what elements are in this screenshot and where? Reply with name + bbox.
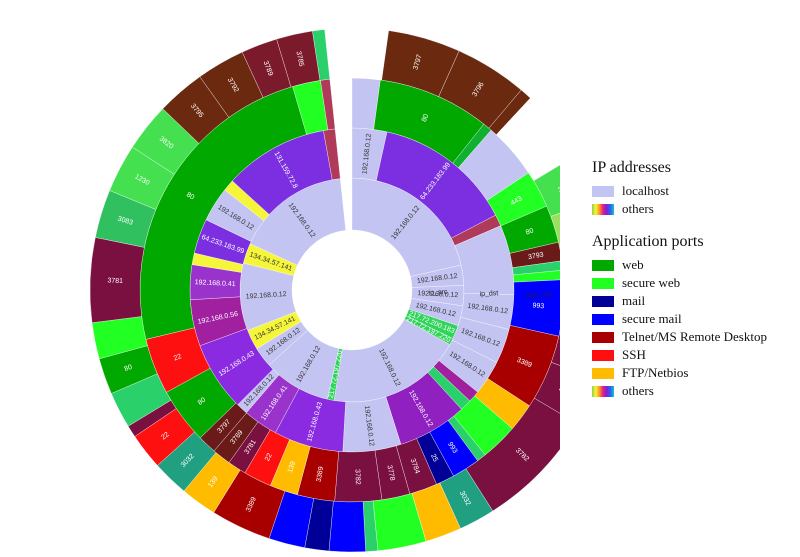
ring3-label-28: 80: [185, 191, 195, 201]
ring4-segment-7: [550, 212, 560, 251]
legend-port-label: Telnet/MS Remote Desktop: [622, 329, 767, 344]
ring4-label-38: 3785: [294, 51, 304, 68]
legend-port-item: others: [592, 382, 797, 400]
ring3-label-27: 22: [173, 353, 183, 362]
legend-ip-items: localhost others: [592, 182, 797, 218]
ring4-label-6: 3819: [557, 181, 560, 194]
sunburst-chart: 192.168.0.12 192.168.0.12 192.168.0.12 192.…: [89, 27, 560, 553]
column-label-ip-src: ip_src: [428, 289, 448, 297]
legend-port-swatch: [592, 295, 614, 307]
legend-port-label: SSH: [622, 347, 646, 362]
ring3-label-20: 3389: [316, 466, 326, 483]
legend-ip-title: IP addresses: [592, 159, 671, 176]
ring3-label-18: 3778: [385, 465, 395, 482]
ring3-label-17: 3784: [409, 458, 421, 475]
ring3-label-16: 25: [429, 453, 439, 463]
ring2-label-1: 192.168.0.12: [362, 133, 373, 174]
legend-port-swatch: [592, 277, 614, 289]
legend-port-label: others: [622, 383, 654, 398]
ring3-label-2: 80: [421, 113, 431, 123]
ring3-label-6: 80: [525, 227, 535, 236]
ring4-label-26: 22: [160, 431, 171, 441]
legend-ip-swatch: [592, 185, 614, 197]
ring3-label-10: 993: [532, 302, 544, 310]
ring4-label-31: 3781: [107, 277, 123, 285]
legend-port-item: FTP/Netbios: [592, 364, 797, 382]
ring4-segment-13: [551, 329, 560, 366]
legend-port-label: web: [622, 257, 644, 272]
legend-port-item: web: [592, 256, 797, 274]
column-label-port-src: port_src: [526, 291, 552, 299]
legend-port-item: SSH: [592, 346, 797, 364]
legend-ip-swatch: [592, 203, 614, 215]
legend-port-item: secure mail: [592, 310, 797, 328]
ring3-label-26: 80: [197, 396, 208, 406]
legend-port-item: Telnet/MS Remote Desktop: [592, 328, 797, 346]
legend-ip-item: localhost: [592, 182, 797, 200]
legend-port-label: FTP/Netbios: [622, 365, 689, 380]
legend-port-swatch: [592, 349, 614, 361]
ring1-label-12: 192.168.0.12: [246, 291, 287, 301]
legend-port-item: secure web: [592, 274, 797, 292]
ring3-label-5: 443: [510, 195, 524, 207]
legend-port-swatch: [592, 259, 614, 271]
legend-ip-label: localhost: [622, 183, 669, 198]
legend-port-swatch: [592, 331, 614, 343]
ring3-label-19: 3782: [354, 469, 361, 485]
legend-port-label: secure mail: [622, 311, 682, 326]
ring2-label-17: 192.168.0.41: [195, 279, 236, 288]
sunburst-rings: 192.168.0.12 192.168.0.12 192.168.0.12 192.…: [89, 27, 560, 553]
legend-port-swatch: [592, 367, 614, 379]
legend: IP addresses localhost others Application…: [592, 158, 797, 400]
column-label-ip-dst: ip_dst: [479, 290, 498, 298]
ring4-segment-39: [312, 29, 331, 81]
ring4-label-32: 3083: [117, 216, 134, 227]
ring4-segment-20: [328, 500, 366, 553]
ring3-label-7: 3793: [528, 251, 545, 261]
legend-port-title: Application ports: [592, 233, 704, 250]
legend-port-label: mail: [622, 293, 646, 308]
legend-port-label: secure web: [622, 275, 681, 290]
ring4-label-29: 80: [124, 364, 134, 373]
legend-port-swatch: [592, 313, 614, 325]
ring4-label-2: 3797: [412, 54, 423, 71]
legend-ip-item: others: [592, 200, 797, 218]
ring1-label-3: 192.168.0.12: [417, 290, 458, 299]
legend-port-swatch: [592, 385, 614, 397]
ring4-label-14: 3178: [558, 385, 560, 398]
legend-ip-label: others: [622, 201, 654, 216]
ring3-label-21: 139: [287, 460, 297, 473]
legend-port-item: mail: [592, 292, 797, 310]
legend-port-items: web secure web mail secure mail Telnet/MS Re…: [592, 256, 797, 400]
ring3-label-22: 22: [264, 452, 274, 462]
